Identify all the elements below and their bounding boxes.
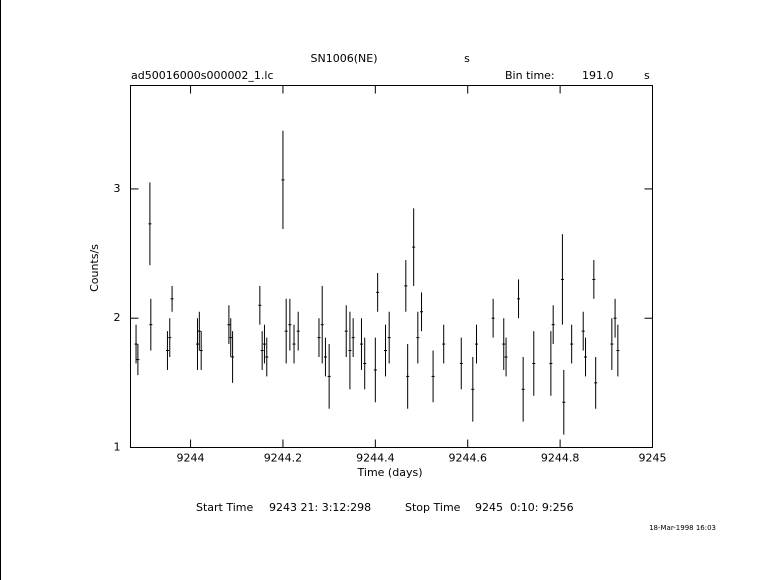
y-tick-label: 2 xyxy=(114,311,121,324)
stop-label: Stop Time xyxy=(405,501,461,514)
plot-frame xyxy=(130,85,653,448)
y-axis-label: Counts/s xyxy=(88,244,101,292)
bin-time-unit: s xyxy=(644,69,650,82)
x-tick-label: 9244.6 xyxy=(448,452,487,465)
stop-time: 9245 0:10: 9:256 xyxy=(475,501,574,514)
x-tick-label: 9244.8 xyxy=(541,452,580,465)
date-stamp: 18-Mar-1998 16:03 xyxy=(649,524,716,532)
y-tick-label: 1 xyxy=(114,441,121,454)
bin-time-label: Bin time: xyxy=(505,69,555,82)
start-time: 9243 21: 3:12:298 xyxy=(269,501,371,514)
x-tick-label: 9244.2 xyxy=(264,452,303,465)
y-tick-label: 3 xyxy=(114,182,121,195)
x-tick-label: 9244.4 xyxy=(356,452,395,465)
title-unit: s xyxy=(464,52,470,65)
file-name: ad50016000s000002_1.lc xyxy=(131,69,274,82)
start-label: Start Time xyxy=(196,501,254,514)
x-tick-label: 9244 xyxy=(177,452,205,465)
chart-title: SN1006(NE) xyxy=(311,52,378,65)
x-axis-label: Time (days) xyxy=(357,466,423,479)
x-tick-label: 9245 xyxy=(639,452,667,465)
bin-time: 191.0 xyxy=(582,69,614,82)
